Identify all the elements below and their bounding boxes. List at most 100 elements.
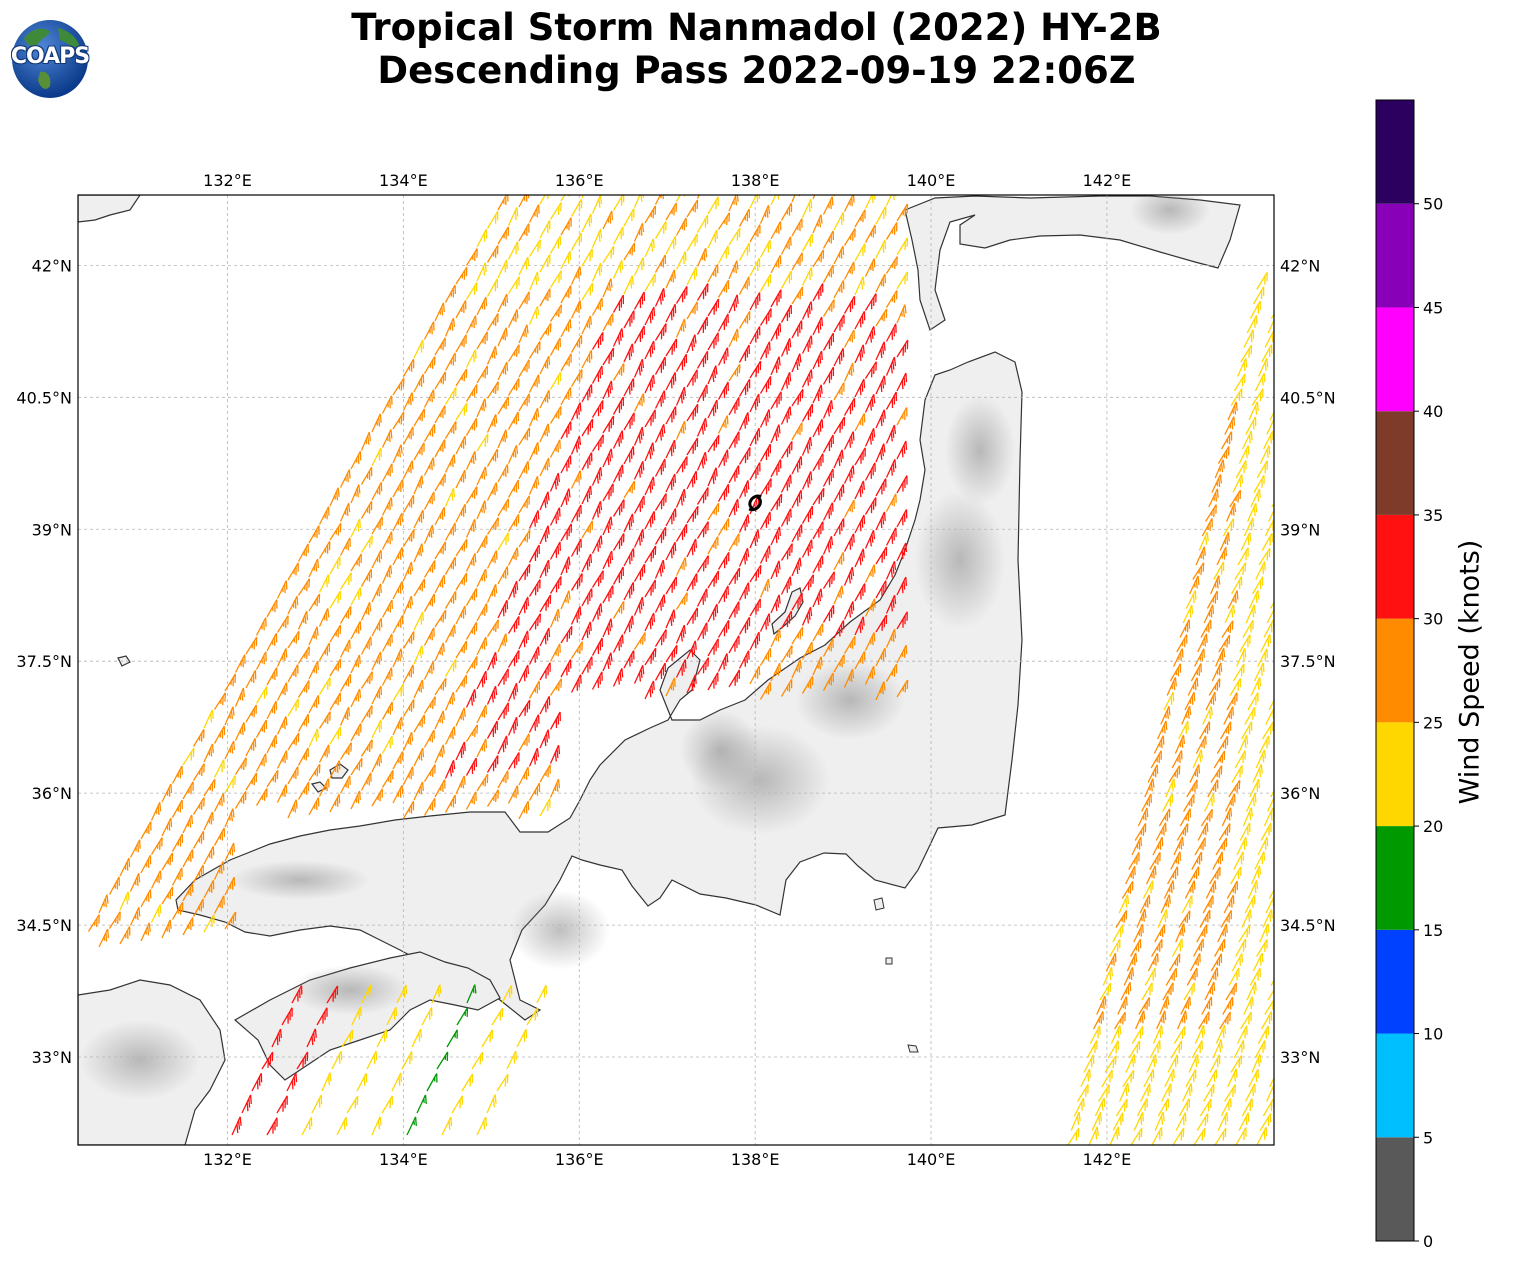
- wind-barb: [780, 474, 792, 493]
- wind-barb: [213, 759, 225, 778]
- wind-barb: [1211, 474, 1222, 493]
- wind-barb: [1242, 619, 1254, 638]
- wind-barb: [411, 1028, 423, 1048]
- wind-barb: [497, 735, 508, 755]
- wind-barb: [612, 533, 625, 551]
- wind-barb: [822, 332, 835, 351]
- wind-barb: [560, 421, 572, 440]
- wind-barb: [255, 686, 268, 704]
- wind-barb: [539, 457, 550, 477]
- wind-barb: [476, 331, 488, 350]
- wind-barb: [1165, 967, 1177, 986]
- wind-barb: [843, 668, 855, 688]
- wind-barb: [266, 599, 278, 618]
- wind-barb: [476, 535, 488, 554]
- wind-barb: [717, 347, 729, 366]
- wind-barb: [434, 574, 446, 594]
- wind-barb: [833, 518, 845, 537]
- wind-barb: [1243, 517, 1255, 537]
- wind-barb: [759, 443, 772, 462]
- wind-barb: [392, 751, 404, 770]
- colorbar-bin: [1376, 411, 1414, 515]
- wind-barb: [1205, 504, 1217, 522]
- wind-barb: [602, 278, 613, 298]
- wind-barb: [161, 852, 174, 871]
- wind-barb: [444, 387, 457, 405]
- wind-barb: [633, 291, 646, 310]
- x-tick-top: 134°E: [379, 171, 428, 190]
- wind-barb: [486, 448, 499, 467]
- wind-barb: [686, 403, 699, 422]
- wind-barb: [717, 279, 730, 298]
- wind-barb: [392, 648, 403, 668]
- wind-barb: [602, 618, 613, 638]
- wind-barb: [780, 270, 793, 289]
- wind-barb: [339, 572, 352, 590]
- wind-barb: [444, 726, 456, 745]
- wind-barb: [376, 1028, 388, 1048]
- wind-barb: [549, 678, 563, 696]
- wind-barb: [371, 651, 382, 671]
- wind-barb: [822, 571, 835, 589]
- wind-barb: [728, 533, 740, 552]
- wind-barb: [1191, 1040, 1203, 1059]
- wind-barb: [1110, 1025, 1122, 1044]
- wind-barb: [570, 334, 583, 353]
- wind-barb: [287, 732, 300, 751]
- wind-barb: [528, 407, 540, 427]
- wind-barb: [297, 747, 309, 766]
- wind-barb: [455, 775, 466, 795]
- wind-barb: [501, 985, 513, 1004]
- wind-barb: [896, 304, 907, 324]
- wind-barb: [1228, 779, 1241, 798]
- wind-barb: [392, 784, 404, 804]
- wind-barb: [1182, 1083, 1193, 1102]
- wind-barb: [1252, 764, 1263, 783]
- wind-barb: [434, 744, 445, 764]
- wind-barb: [1089, 1025, 1101, 1044]
- wind-barb: [581, 656, 593, 675]
- wind-barb: [675, 286, 688, 304]
- wind-barb: [1173, 836, 1184, 856]
- wind-barb: [759, 478, 772, 496]
- wind-barb: [444, 454, 456, 473]
- wind-barb: [161, 817, 173, 837]
- wind-barb: [486, 278, 499, 297]
- wind-barb: [791, 422, 803, 441]
- wind-barb: [150, 837, 163, 855]
- wind-barb: [1251, 865, 1262, 885]
- wind-barb: [421, 1007, 433, 1026]
- wind-barb: [780, 441, 793, 459]
- wind-barb: [759, 681, 772, 700]
- wind-barb: [644, 442, 655, 462]
- wind-barb: [1249, 778, 1260, 798]
- wind-barb: [371, 788, 383, 807]
- wind-barb: [1237, 547, 1249, 566]
- wind-barb: [1242, 807, 1254, 827]
- wind-barb: [770, 195, 781, 206]
- wind-barb: [434, 337, 446, 356]
- wind-barb: [486, 345, 498, 365]
- wind-barb: [885, 594, 897, 614]
- wind-barb: [455, 266, 468, 285]
- wind-barb: [1256, 1126, 1268, 1145]
- wind-barb: [507, 207, 519, 226]
- wind-barb: [759, 204, 771, 224]
- wind-barb: [413, 645, 424, 665]
- wind-barb: [1245, 1083, 1256, 1102]
- wind-barb: [356, 1073, 368, 1092]
- wind-barb: [486, 584, 498, 603]
- wind-barb: [770, 526, 781, 546]
- wind-barb: [287, 630, 300, 649]
- colorbar: [1375, 99, 1419, 1242]
- wind-barb: [507, 682, 519, 702]
- colorbar-bin: [1376, 307, 1414, 412]
- wind-barb: [854, 378, 866, 398]
- wind-barb: [581, 588, 593, 607]
- wind-barb: [329, 556, 341, 575]
- wind-barb: [1238, 924, 1251, 943]
- coaps-logo: COAPS: [10, 18, 90, 100]
- wind-barb: [140, 889, 152, 908]
- wind-barb: [591, 297, 603, 316]
- wind-barb: [98, 894, 109, 914]
